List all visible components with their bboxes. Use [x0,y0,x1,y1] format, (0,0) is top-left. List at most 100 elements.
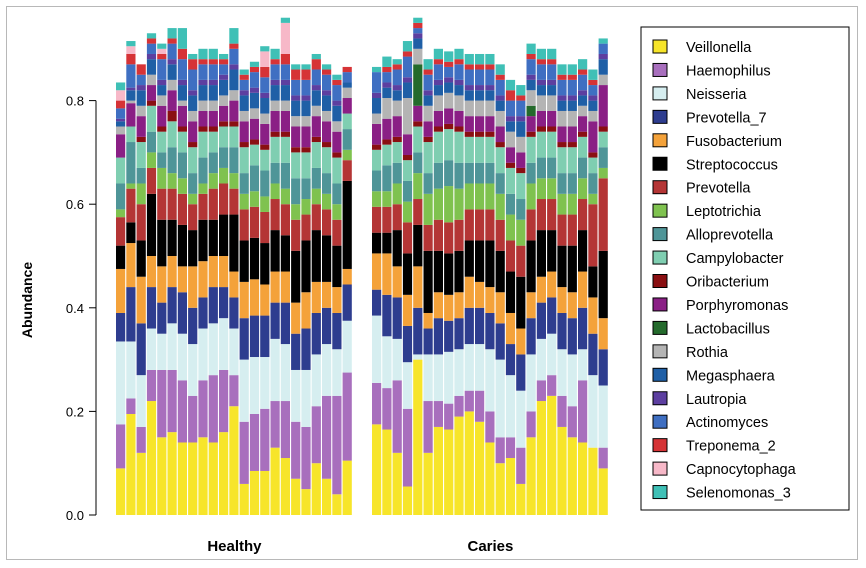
segment-oribacterium [567,142,577,148]
segment-rothia [557,110,567,127]
segment-selenomonas-3 [280,17,290,23]
segment-selenomonas-3 [260,46,270,52]
segment-oribacterium [229,121,239,127]
segment-fusobacterium [505,312,516,345]
segment-prevotella [219,183,229,215]
bar-caries-13 [495,64,505,515]
segment-selenomonas-3 [239,69,249,75]
segment-selenomonas-3 [177,28,187,49]
bar-healthy-4 [146,33,157,515]
segment-oribacterium [332,152,342,158]
segment-selenomonas-3 [495,64,505,75]
segment-prevotella-7 [588,333,598,376]
segment-alloprevotella [464,162,474,184]
bar-healthy-15 [260,46,270,515]
segment-porphyromonas [578,116,588,132]
segment-prevotella-7 [116,312,126,342]
segment-leptotrichia [270,183,280,200]
segment-oribacterium [322,142,332,148]
segment-veillonella [444,429,454,515]
segment-prevotella-7 [547,297,557,334]
segment-lautropia [598,53,608,60]
segment-campylobacter [382,144,392,166]
segment-leptotrichia [372,191,382,207]
segment-actinomyces [413,28,423,34]
segment-selenomonas-3 [249,61,260,67]
segment-megasphaera [270,85,280,101]
segment-haemophilus [444,403,454,430]
segment-actinomyces [188,69,198,91]
segment-prevotella-7 [280,302,290,345]
legend-swatch [652,391,668,406]
segment-neisseria [567,354,577,407]
segment-prevotella [188,204,198,231]
segment-megasphaera [280,85,290,101]
segment-prevotella [372,206,382,233]
segment-leptotrichia [126,183,136,189]
segment-fusobacterium [382,253,392,295]
segment-haemophilus [342,372,352,461]
segment-treponema-2 [177,48,187,60]
segment-fusobacterium [280,271,290,303]
segment-megasphaera [322,95,332,111]
segment-megasphaera [126,90,136,101]
segment-veillonella [260,470,270,515]
segment-campylobacter [413,126,423,153]
segment-veillonella [280,458,290,515]
segment-campylobacter [332,157,342,184]
segment-rothia [198,100,208,111]
segment-veillonella [567,437,577,515]
segment-streptococcus [260,243,270,285]
segment-haemophilus [291,421,301,479]
segment-megasphaera [536,85,546,96]
segment-fusobacterium [578,271,588,308]
segment-megasphaera [516,121,526,137]
segment-prevotella-7 [126,287,136,342]
legend-item-selenomonas-3: Selenomonas_3 [652,485,791,502]
segment-treponema-2 [188,59,198,70]
bar-healthy-11 [219,53,229,515]
segment-prevotella [536,199,546,231]
segment-leptotrichia [198,183,208,194]
segment-megasphaera [332,105,342,122]
segment-actinomyces [239,79,249,91]
bar-healthy-22 [332,74,342,515]
segment-leptotrichia [177,178,187,194]
segment-streptococcus [177,224,187,267]
segment-porphyromonas [342,98,352,114]
legend-label: Haemophilus [686,63,771,79]
segment-porphyromonas [116,134,126,158]
segment-leptotrichia [208,173,218,189]
segment-campylobacter [423,142,433,174]
segment-prevotella [557,214,567,246]
segment-haemophilus [116,424,126,469]
segment-prevotella [198,193,208,220]
segment-campylobacter [188,147,198,174]
legend-item-capnocytophaga: Capnocytophaga [652,461,797,478]
legend-swatch [652,62,668,77]
segment-treponema-2 [578,69,588,75]
segment-rothia [311,105,321,117]
legend-label: Actinomyces [686,415,768,431]
segment-haemophilus [423,401,433,453]
segment-streptococcus [116,245,126,269]
segment-neisseria [291,369,301,422]
segment-oribacterium [547,126,557,132]
legend-item-prevotella: Prevotella [652,180,751,197]
segment-fusobacterium [475,281,485,308]
segment-fusobacterium [485,287,495,313]
segment-alloprevotella [382,165,392,192]
bar-caries-10 [464,53,474,515]
segment-alloprevotella [198,157,208,184]
segment-megasphaera [392,90,402,101]
y-tick-label: 0.4 [66,301,84,316]
segment-alloprevotella [322,173,332,194]
legend-item-actinomyces: Actinomyces [652,414,768,431]
segment-rothia [270,100,280,111]
segment-rothia [219,95,229,106]
segment-oribacterium [598,126,608,132]
segment-campylobacter [116,157,126,184]
legend-swatch [652,320,668,335]
group-label-healthy: Healthy [207,538,262,555]
segment-alloprevotella [208,152,218,174]
